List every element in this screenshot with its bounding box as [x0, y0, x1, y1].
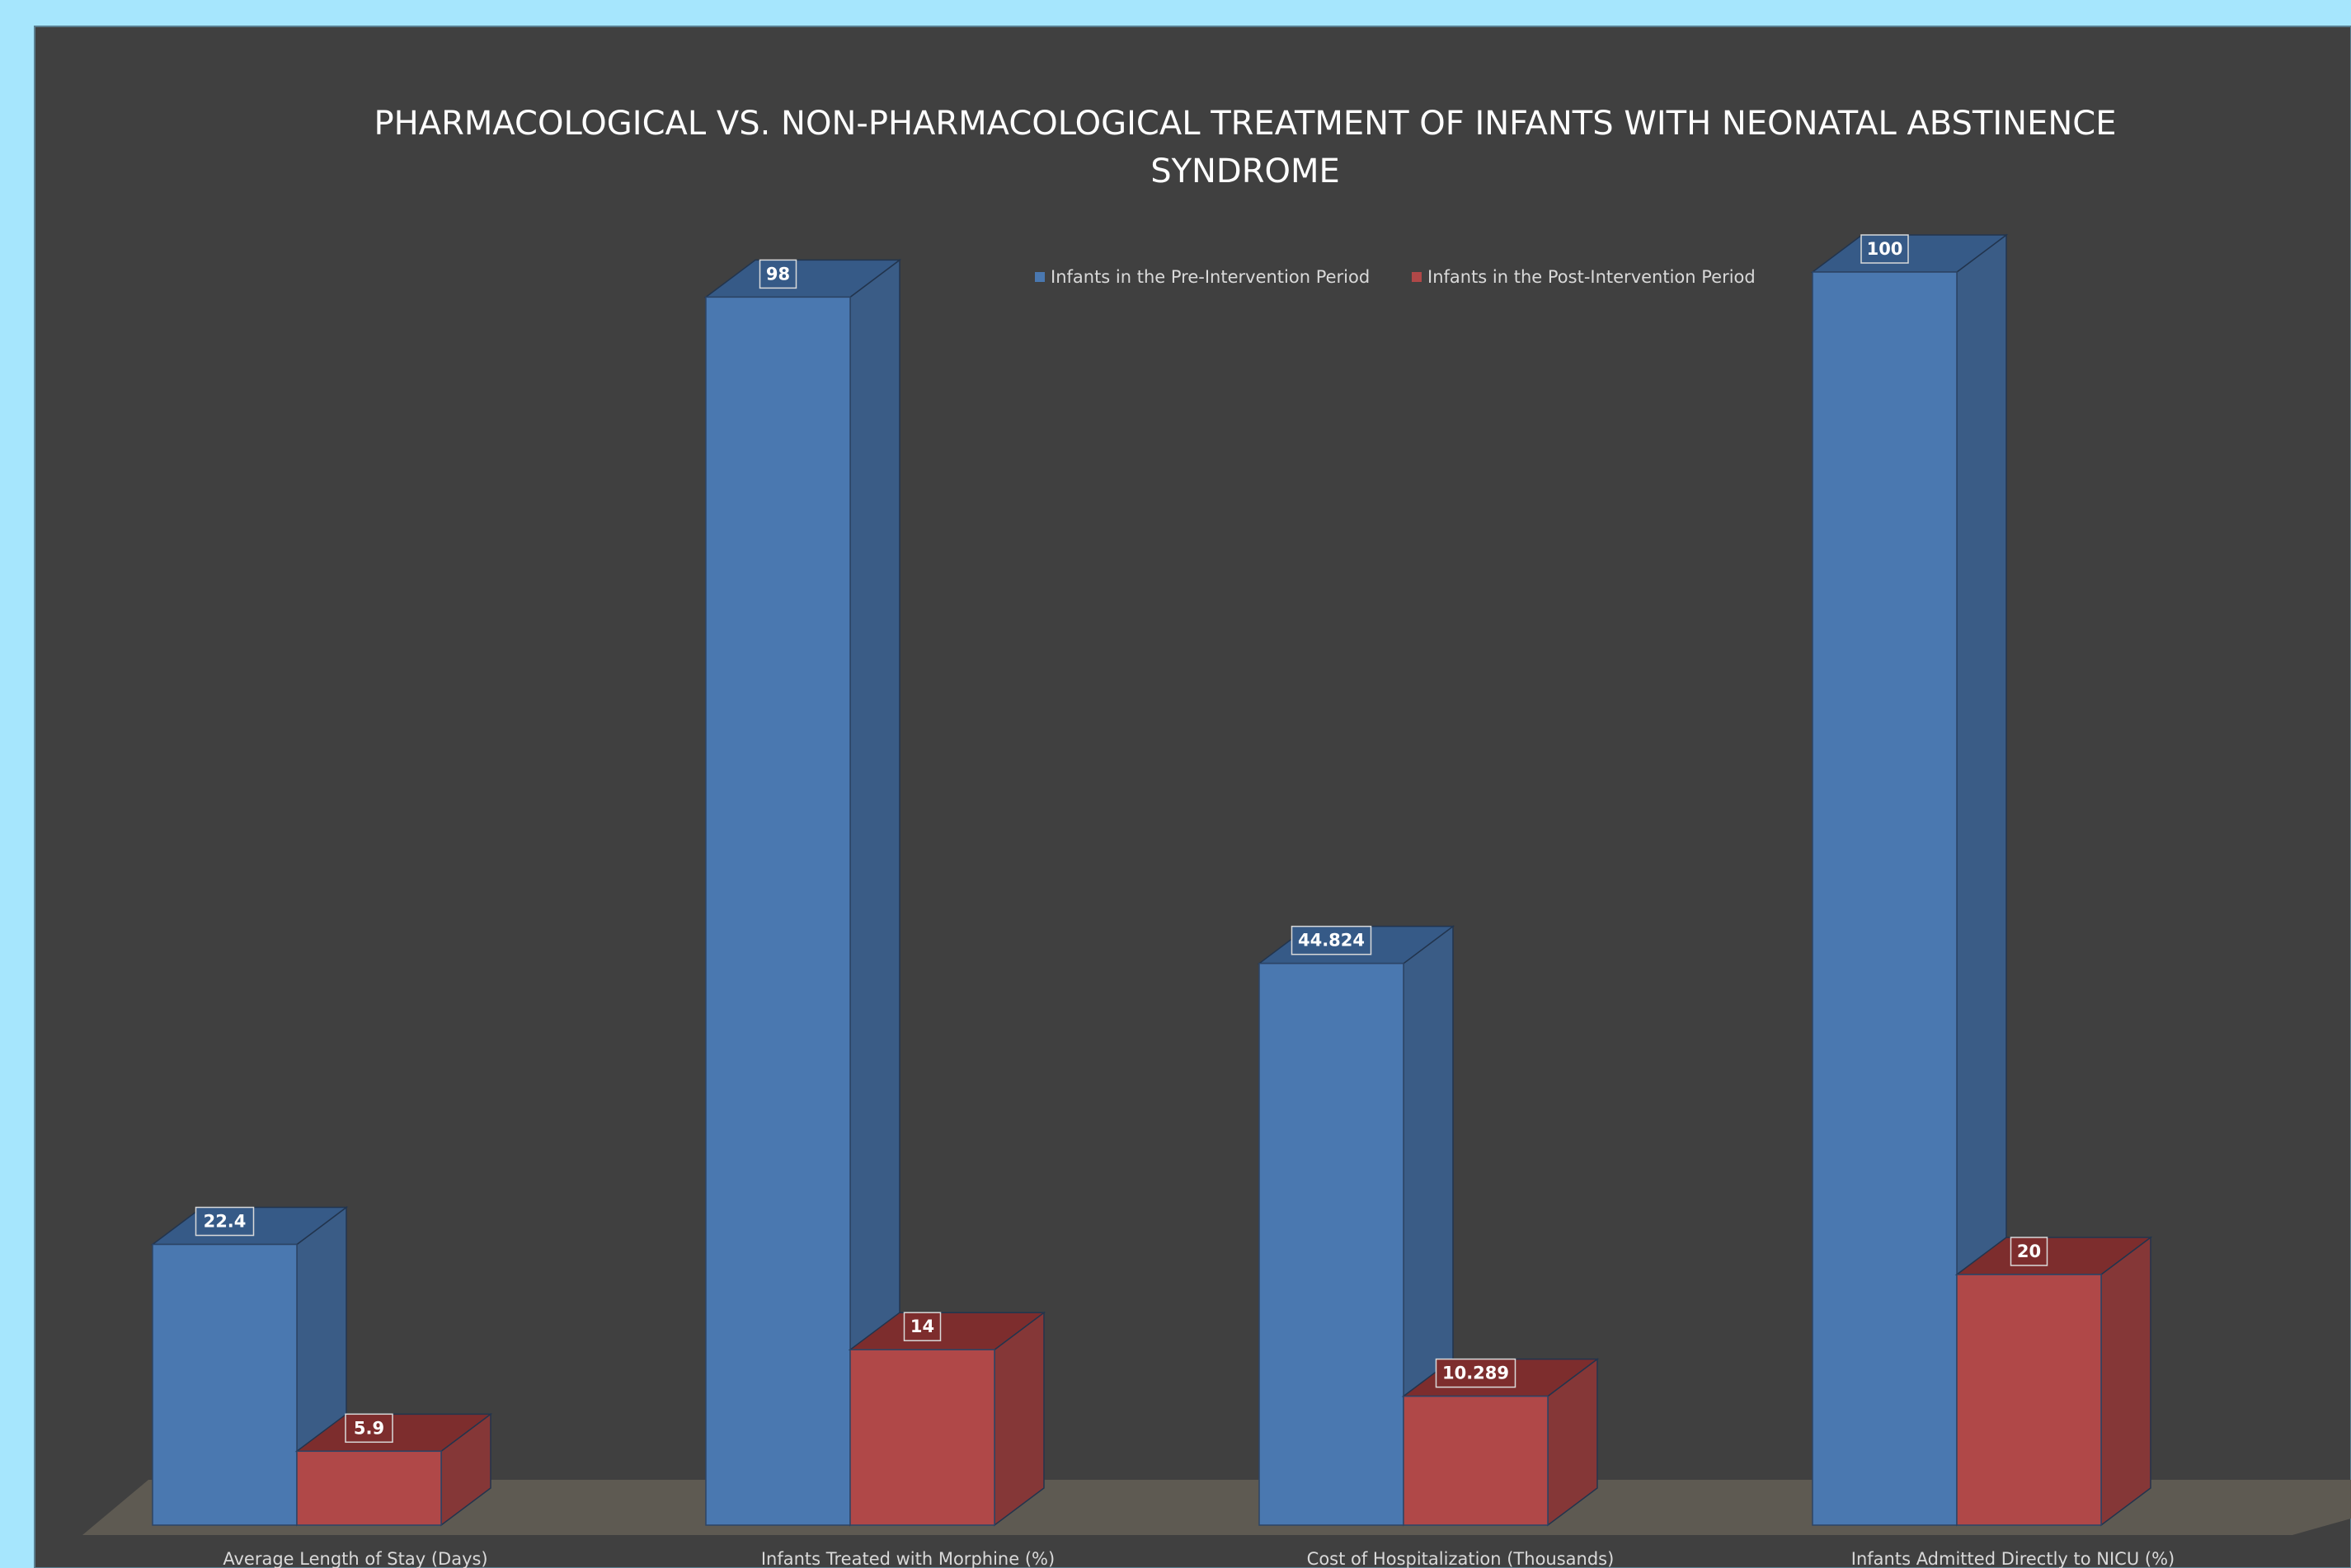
- category-label-2: Cost of Hospitalization (Thousands): [1307, 1549, 1615, 1568]
- data-label-0-3: 100: [1860, 234, 1909, 264]
- data-label-box-1-2: [1435, 1358, 1516, 1388]
- bar-0-1: 98: [703, 258, 902, 1527]
- data-label-box-0-1: [759, 259, 797, 289]
- bar-front-1-3: [1956, 1274, 2102, 1526]
- legend-swatch-pre: [1035, 272, 1045, 282]
- chart-floor: [82, 1480, 2351, 1535]
- bar-1-0: 5.9: [294, 1412, 493, 1527]
- data-label-text-1-3: 20: [2017, 1242, 2041, 1261]
- data-label-box-1-1: [903, 1312, 942, 1341]
- data-label-text-0-0: 22.4: [204, 1212, 247, 1232]
- data-label-box-1-3: [2010, 1237, 2048, 1266]
- bar-front-1-0: [296, 1450, 442, 1526]
- data-label-text-0-3: 100: [1867, 239, 1903, 259]
- bar-0-0: 22.4: [150, 1206, 349, 1527]
- legend: Infants in the Pre-Intervention Period I…: [1035, 267, 1756, 287]
- data-label-1-0: 5.9: [345, 1413, 393, 1444]
- data-label-text-1-1: 14: [910, 1317, 934, 1336]
- bars: 22.4 98 44.824 100 5.9 14 10.289 20: [150, 233, 2153, 1527]
- bar-front-0-2: [1258, 962, 1404, 1526]
- bar-0-2: 44.824: [1257, 925, 1455, 1527]
- category-label-0: Average Length of Stay (Days): [223, 1549, 487, 1568]
- data-label-text-1-2: 10.289: [1442, 1364, 1509, 1383]
- data-label-0-1: 98: [759, 259, 797, 289]
- bar-1-2: 10.289: [1401, 1358, 1600, 1527]
- data-label-text-0-2: 44.824: [1298, 931, 1365, 951]
- data-label-1-3: 20: [2010, 1237, 2048, 1266]
- category-label-3: Infants Admitted Directly to NICU (%): [1851, 1549, 2175, 1568]
- bar-1-3: 20: [1954, 1236, 2153, 1527]
- bar-1-1: 14: [848, 1311, 1046, 1527]
- data-label-box-0-2: [1291, 925, 1372, 955]
- bar-0-3: 100: [1810, 233, 2009, 1527]
- legend-label-post: Infants in the Post-Intervention Period: [1427, 267, 1756, 287]
- chart-title-line-2: SYNDROME: [1150, 153, 1340, 190]
- data-label-box-0-0: [195, 1206, 255, 1237]
- data-label-1-2: 10.289: [1435, 1358, 1516, 1388]
- legend-item-pre: Infants in the Pre-Intervention Period: [1035, 267, 1370, 287]
- bar-front-0-3: [1812, 271, 1958, 1526]
- category-label-1: Infants Treated with Morphine (%): [761, 1549, 1055, 1568]
- legend-label-pre: Infants in the Pre-Intervention Period: [1051, 267, 1370, 287]
- bar-front-1-1: [849, 1349, 995, 1526]
- data-label-0-2: 44.824: [1291, 925, 1372, 955]
- data-label-box-0-3: [1860, 234, 1909, 264]
- bar-front-1-2: [1403, 1395, 1549, 1526]
- data-label-0-0: 22.4: [195, 1206, 255, 1237]
- bar-front-0-0: [152, 1243, 298, 1526]
- category-labels: Average Length of Stay (Days) Infants Tr…: [223, 1549, 2175, 1568]
- bar-front-0-1: [705, 296, 851, 1526]
- legend-swatch-post: [1412, 272, 1422, 282]
- data-label-text-0-1: 98: [766, 264, 790, 284]
- bar-side-1-3: [2100, 1236, 2151, 1527]
- chart-title-line-1: PHARMACOLOGICAL VS. NON-PHARMACOLOGICAL …: [374, 105, 2117, 143]
- data-label-1-1: 14: [903, 1312, 942, 1341]
- data-label-text-1-0: 5.9: [354, 1418, 384, 1438]
- data-label-box-1-0: [345, 1413, 393, 1444]
- legend-item-post: Infants in the Post-Intervention Period: [1412, 267, 1756, 287]
